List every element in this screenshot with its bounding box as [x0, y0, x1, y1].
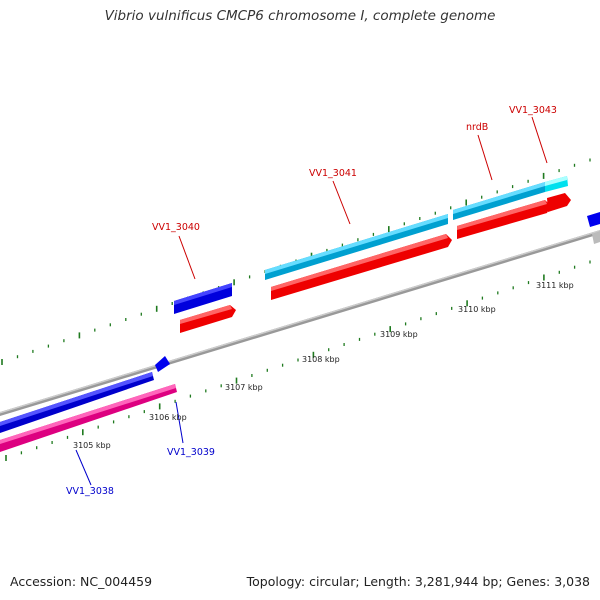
gene-label-nrdb[interactable]: nrdB [466, 122, 488, 133]
gene-vv1-3043-inner[interactable] [547, 193, 571, 212]
gene-right-edge-outer[interactable] [587, 212, 600, 227]
map-title: Vibrio vulnificus CMCP6 chromosome I, co… [104, 8, 496, 24]
scale-label-3108: 3108 kbp [302, 355, 340, 364]
genome-summary: Topology: circular; Length: 3,281,944 bp… [246, 574, 590, 589]
gene-labels: VV1_3038 VV1_3039 VV1_3040 VV1_3041 nrdB… [66, 105, 557, 497]
gene-vv1-3038-magenta[interactable] [0, 384, 177, 452]
gene-vv1-3041-inner[interactable] [271, 234, 452, 300]
scale-label-3111: 3111 kbp [536, 281, 574, 290]
scale-label-3109: 3109 kbp [380, 330, 418, 339]
accession-label: Accession: NC_004459 [10, 574, 153, 589]
gene-label-vv1-3039[interactable]: VV1_3039 [167, 447, 215, 458]
gene-vv1-3039-blue[interactable] [155, 356, 170, 372]
gene-vv1-3043-outer[interactable] [545, 176, 568, 192]
gene-label-vv1-3043[interactable]: VV1_3043 [509, 105, 557, 116]
gene-right-edge-gray[interactable] [592, 231, 600, 244]
gene-nrdb-outer[interactable] [453, 182, 545, 220]
gene-vv1-3041-outer[interactable] [265, 214, 448, 280]
gene-vv1-3040-outer[interactable] [174, 283, 232, 314]
scale-label-3110: 3110 kbp [458, 305, 496, 314]
gene-label-vv1-3041[interactable]: VV1_3041 [309, 168, 357, 179]
scale-label-3105: 3105 kbp [73, 441, 111, 450]
label-leaders [75, 116, 548, 486]
gene-vv1-3038-blue[interactable] [0, 372, 154, 433]
gene-label-vv1-3038[interactable]: VV1_3038 [66, 486, 114, 497]
gene-label-vv1-3040[interactable]: VV1_3040 [152, 222, 200, 233]
gene-nrdb-inner[interactable] [457, 200, 551, 239]
inner-tick-marks [5, 260, 591, 461]
scale-labels: 3105 kbp 3106 kbp 3107 kbp 3108 kbp 3109… [73, 281, 574, 450]
genome-backbone [0, 230, 600, 416]
scale-label-3106: 3106 kbp [149, 413, 187, 422]
scale-label-3107: 3107 kbp [225, 383, 263, 392]
gene-vv1-3040-inner[interactable] [180, 305, 236, 333]
